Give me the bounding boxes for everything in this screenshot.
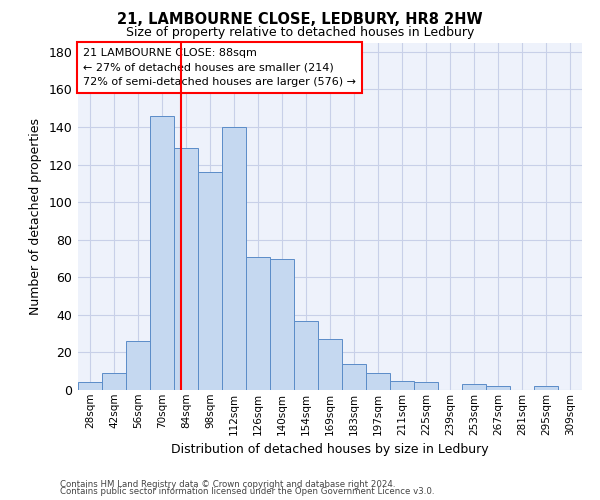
Y-axis label: Number of detached properties: Number of detached properties — [29, 118, 41, 315]
X-axis label: Distribution of detached houses by size in Ledbury: Distribution of detached houses by size … — [171, 443, 489, 456]
Text: Contains HM Land Registry data © Crown copyright and database right 2024.: Contains HM Land Registry data © Crown c… — [60, 480, 395, 489]
Bar — [366, 373, 390, 390]
Bar — [174, 148, 198, 390]
Bar — [246, 256, 270, 390]
Bar — [342, 364, 366, 390]
Bar — [198, 172, 222, 390]
Bar — [486, 386, 510, 390]
Bar — [294, 320, 318, 390]
Bar — [270, 258, 294, 390]
Text: Size of property relative to detached houses in Ledbury: Size of property relative to detached ho… — [126, 26, 474, 39]
Bar — [390, 380, 414, 390]
Text: 21, LAMBOURNE CLOSE, LEDBURY, HR8 2HW: 21, LAMBOURNE CLOSE, LEDBURY, HR8 2HW — [117, 12, 483, 28]
Bar — [126, 341, 150, 390]
Bar — [462, 384, 486, 390]
Bar — [222, 127, 246, 390]
Text: 21 LAMBOURNE CLOSE: 88sqm
← 27% of detached houses are smaller (214)
72% of semi: 21 LAMBOURNE CLOSE: 88sqm ← 27% of detac… — [83, 48, 356, 88]
Bar — [102, 373, 126, 390]
Bar — [414, 382, 438, 390]
Bar — [150, 116, 174, 390]
Bar — [318, 340, 342, 390]
Bar — [78, 382, 102, 390]
Bar — [534, 386, 558, 390]
Text: Contains public sector information licensed under the Open Government Licence v3: Contains public sector information licen… — [60, 488, 434, 496]
